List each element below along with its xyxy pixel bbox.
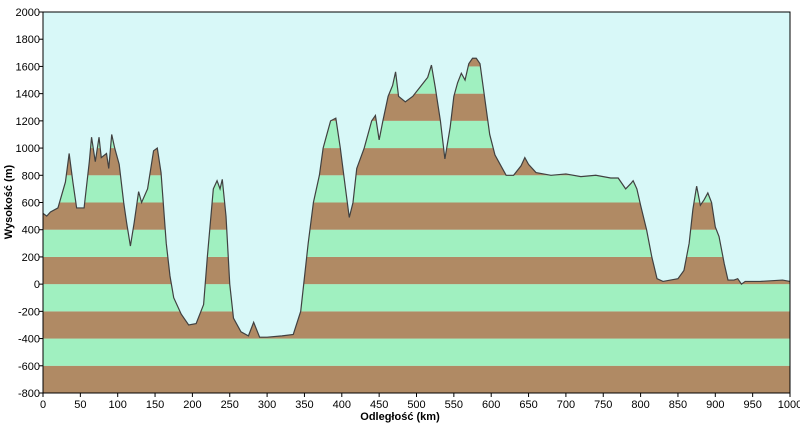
x-tick-label: 750 <box>594 399 612 411</box>
y-tick-label: 2000 <box>16 7 40 19</box>
x-tick-label: 700 <box>557 399 575 411</box>
x-tick-label: 450 <box>370 399 388 411</box>
y-tick-label: 1000 <box>16 143 40 155</box>
y-tick-label: 400 <box>22 225 40 237</box>
elevation-profile <box>42 57 791 338</box>
elevation-band <box>43 284 790 312</box>
x-tick-label: 100 <box>109 399 127 411</box>
x-axis-label: Odległość (km) <box>360 411 440 423</box>
x-tick-label: 1000 <box>778 399 800 411</box>
elevation-band <box>43 365 790 393</box>
y-tick-label: 1800 <box>16 34 40 46</box>
x-tick-label: 400 <box>333 399 351 411</box>
elevation-band <box>43 311 790 339</box>
y-tick-label: 600 <box>22 198 40 210</box>
x-tick-label: 500 <box>407 399 425 411</box>
x-tick-label: 800 <box>631 399 649 411</box>
x-tick-label: 300 <box>258 399 276 411</box>
x-tick-label: 250 <box>221 399 239 411</box>
elevation-band <box>43 338 790 366</box>
y-tick-label: 200 <box>22 252 40 264</box>
y-tick-label: -800 <box>18 388 40 400</box>
y-tick-label: 0 <box>34 279 40 291</box>
y-tick-label: -600 <box>18 361 40 373</box>
y-tick-label: -400 <box>18 334 40 346</box>
x-tick-label: 150 <box>146 399 164 411</box>
x-tick-label: 550 <box>445 399 463 411</box>
y-axis-label: Wysokość (m) <box>3 164 15 239</box>
x-tick-label: 950 <box>743 399 761 411</box>
x-tick-label: 900 <box>706 399 724 411</box>
y-tick-label: 1600 <box>16 61 40 73</box>
x-tick-label: 650 <box>519 399 537 411</box>
x-tick-label: 0 <box>40 399 46 411</box>
y-tick-label: 1400 <box>16 89 40 101</box>
y-tick-label: 1200 <box>16 116 40 128</box>
x-tick-label: 350 <box>295 399 313 411</box>
x-tick-label: 850 <box>669 399 687 411</box>
y-tick-label: -200 <box>18 306 40 318</box>
x-tick-label: 50 <box>74 399 86 411</box>
x-tick-label: 600 <box>482 399 500 411</box>
x-tick-label: 200 <box>183 399 201 411</box>
y-tick-label: 800 <box>22 170 40 182</box>
